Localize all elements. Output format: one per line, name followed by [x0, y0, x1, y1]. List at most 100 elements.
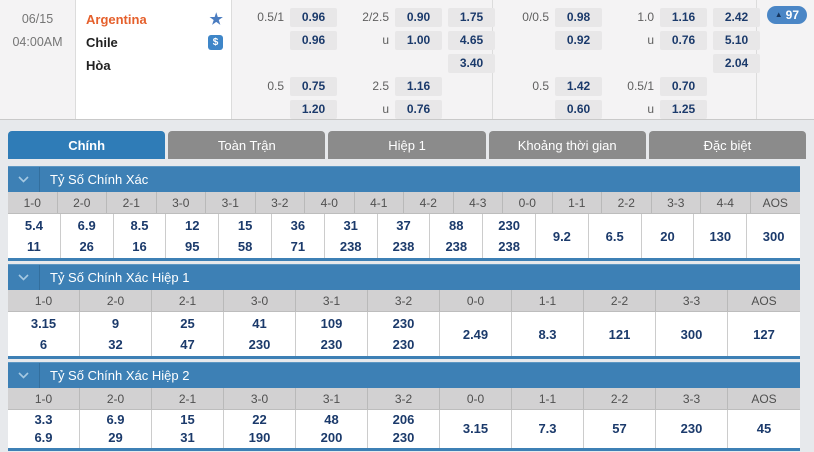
- score-header-row: 1-0 2-0 2-1 3-0 3-1 3-2 0-0 1-1 2-2 3-3 AOS: [8, 290, 800, 312]
- score-odds-cell[interactable]: 2.49: [440, 312, 512, 356]
- score-odds-cell[interactable]: 25 47: [152, 312, 224, 356]
- odds-pill[interactable]: 3.40: [448, 54, 495, 73]
- score-odds-cell[interactable]: 15 31: [152, 410, 224, 448]
- tab-khoảng-thời-gian[interactable]: Khoảng thời gian: [488, 131, 646, 159]
- score-header: 0-0: [503, 192, 553, 213]
- section-header[interactable]: Tỷ Số Chính Xác: [8, 166, 800, 192]
- score-odds-cell[interactable]: 41 230: [224, 312, 296, 356]
- tab-hiệp-1[interactable]: Hiệp 1: [328, 131, 486, 159]
- score-header: 3-0: [224, 290, 296, 311]
- score-odds-cell[interactable]: 300: [656, 312, 728, 356]
- score-odds-cell[interactable]: 37 238: [378, 214, 431, 258]
- tab-chính[interactable]: Chính: [8, 131, 166, 159]
- odds-pill[interactable]: 1.75: [448, 8, 495, 27]
- favorite-star-icon[interactable]: ★: [209, 11, 223, 28]
- odds-pill[interactable]: 2.04: [713, 54, 760, 73]
- odds-value: 6.5: [605, 228, 624, 244]
- odds-value: 230: [680, 421, 703, 436]
- odds-value: 238: [498, 239, 520, 254]
- chevron-down-icon: [8, 167, 40, 192]
- away-team-row: Chile $: [86, 31, 223, 54]
- score-header: 1-1: [512, 290, 584, 311]
- score-header: 3-0: [224, 388, 296, 409]
- section-header[interactable]: Tỷ Số Chính Xác Hiệp 2: [8, 362, 800, 388]
- score-odds-cell[interactable]: 130: [694, 214, 748, 258]
- odds-pill[interactable]: 0.96: [290, 8, 337, 27]
- score-odds-cell[interactable]: 15 58: [219, 214, 272, 258]
- score-odds-cell[interactable]: 12 95: [166, 214, 220, 258]
- odds-pill[interactable]: 1.00: [395, 31, 442, 50]
- odds-pill[interactable]: 0.75: [290, 77, 337, 96]
- odds-pill[interactable]: 0.90: [395, 8, 442, 27]
- odds-value: 25: [180, 316, 195, 331]
- score-odds-cell[interactable]: 48 200: [296, 410, 368, 448]
- odds-value: 130: [709, 228, 732, 244]
- odds-value: 15: [180, 412, 195, 427]
- score-odds-cell[interactable]: 121: [584, 312, 656, 356]
- odds-line-label: 0.5/1: [257, 10, 284, 24]
- draw-label: Hòa: [86, 58, 111, 73]
- score-odds-cell[interactable]: 230 238: [483, 214, 536, 258]
- odds-pill[interactable]: 1.42: [555, 77, 602, 96]
- odds-line-label: 0.5: [267, 79, 284, 93]
- score-odds-cell[interactable]: 8.5 16: [114, 214, 167, 258]
- odds-value: 230: [392, 316, 415, 331]
- score-odds-cell[interactable]: 45: [728, 410, 800, 448]
- score-odds-cell[interactable]: 20: [642, 214, 695, 258]
- score-header: 1-1: [512, 388, 584, 409]
- tab-toàn-trận[interactable]: Toàn Trận: [168, 131, 326, 159]
- score-header: 3-2: [256, 192, 305, 213]
- score-odds-cell[interactable]: 6.5: [589, 214, 642, 258]
- odds-pill[interactable]: 0.60: [555, 100, 602, 119]
- odds-pill[interactable]: 4.65: [448, 31, 495, 50]
- odds-pill[interactable]: 5.10: [713, 31, 760, 50]
- score-header: 3-2: [368, 290, 440, 311]
- tab-đặc-biệt[interactable]: Đặc biệt: [648, 131, 807, 159]
- score-header: 2-1: [152, 290, 224, 311]
- score-odds-cell[interactable]: 6.9 29: [80, 410, 152, 448]
- score-header: 0-0: [440, 290, 512, 311]
- score-odds-cell[interactable]: 3.3 6.9: [8, 410, 80, 448]
- score-values-row: 3.15 6 9 32 25 47 41 230 109 230 230 230 2.49 8.3 121 3…: [8, 312, 800, 356]
- draw-row: Hòa: [86, 54, 223, 77]
- score-odds-cell[interactable]: 300: [747, 214, 800, 258]
- odds-pill[interactable]: 2.42: [713, 8, 760, 27]
- odds-value: 3.3: [34, 412, 53, 427]
- odds-pill[interactable]: 0.76: [395, 100, 442, 119]
- odds-pill[interactable]: 1.20: [290, 100, 337, 119]
- odds-value: 22: [252, 412, 267, 427]
- score-odds-cell[interactable]: 8.3: [512, 312, 584, 356]
- score-odds-cell[interactable]: 7.3: [512, 410, 584, 448]
- score-odds-cell[interactable]: 9 32: [80, 312, 152, 356]
- score-odds-cell[interactable]: 109 230: [296, 312, 368, 356]
- odds-pill[interactable]: 0.76: [660, 31, 707, 50]
- score-odds-cell[interactable]: 3.15 6: [8, 312, 80, 356]
- score-odds-cell[interactable]: 36 71: [272, 214, 325, 258]
- odds-pill[interactable]: 1.25: [660, 100, 707, 119]
- score-odds-cell[interactable]: 5.4 11: [8, 214, 61, 258]
- odds-value: 45: [756, 421, 772, 436]
- score-section: Tỷ Số Chính Xác 1-0 2-0 2-1 3-0 3-1 3-2 4-0 4-1 4…: [8, 166, 800, 261]
- score-odds-cell[interactable]: 3.15: [440, 410, 512, 448]
- score-odds-cell[interactable]: 57: [584, 410, 656, 448]
- odds-pill[interactable]: 0.98: [555, 8, 602, 27]
- score-odds-cell[interactable]: 230: [656, 410, 728, 448]
- odds-spacer: [236, 31, 284, 50]
- score-odds-cell[interactable]: 22 190: [224, 410, 296, 448]
- odds-pill[interactable]: 1.16: [660, 8, 707, 27]
- score-odds-cell[interactable]: 9.2: [536, 214, 589, 258]
- score-odds-cell[interactable]: 88 238: [430, 214, 484, 258]
- odds-pill[interactable]: 1.16: [395, 77, 442, 96]
- score-odds-cell[interactable]: 230 230: [368, 312, 440, 356]
- score-odds-cell[interactable]: 6.9 26: [61, 214, 114, 258]
- score-header: 1-0: [8, 290, 80, 311]
- section-header[interactable]: Tỷ Số Chính Xác Hiệp 1: [8, 264, 800, 290]
- odds-pill[interactable]: 0.70: [660, 77, 707, 96]
- score-odds-cell[interactable]: 127: [728, 312, 800, 356]
- score-odds-cell[interactable]: 206 230: [368, 410, 440, 448]
- odds-pill[interactable]: 0.92: [555, 31, 602, 50]
- cash-out-icon[interactable]: $: [208, 35, 223, 50]
- more-bets-badge[interactable]: ▲ 97: [766, 6, 807, 24]
- odds-pill[interactable]: 0.96: [290, 31, 337, 50]
- score-odds-cell[interactable]: 31 238: [325, 214, 378, 258]
